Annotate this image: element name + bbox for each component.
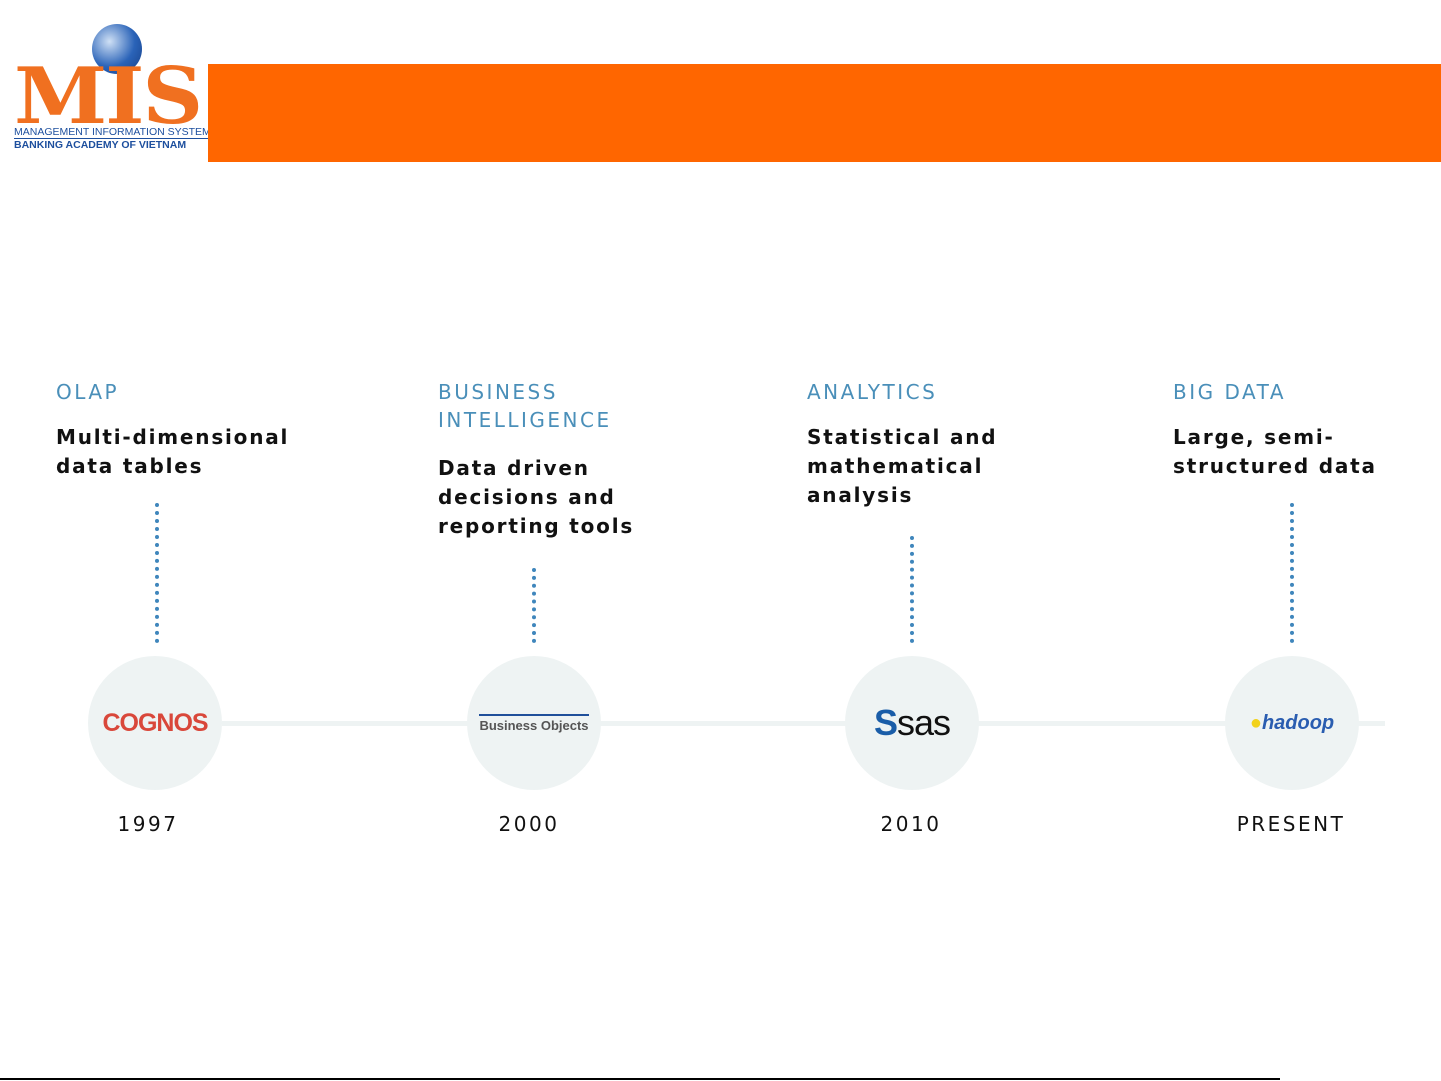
elephant-icon: ● xyxy=(1249,711,1262,734)
heading-bi: BUSINESS INTELLIGENCE xyxy=(438,380,612,432)
heading-big-data: BIG DATA xyxy=(1173,380,1286,404)
connector xyxy=(910,536,914,643)
globe-icon xyxy=(92,24,142,74)
sas-s-icon: S xyxy=(873,702,898,743)
heading-analytics: ANALYTICS xyxy=(807,380,938,404)
year-2000: 2000 xyxy=(498,812,560,836)
bottom-rule xyxy=(0,1078,1280,1080)
logo-mark: MIS xyxy=(14,51,203,142)
description-big-data: Large, semi-structured data xyxy=(1173,425,1377,478)
connector xyxy=(155,503,159,643)
connector xyxy=(1290,503,1294,643)
header-band xyxy=(208,64,1441,162)
business-objects-logo: Business Objects xyxy=(467,656,601,790)
logo-line2: BANKING ACADEMY OF VIETNAM xyxy=(14,139,187,151)
description-olap: Multi-dimensional data tables xyxy=(56,425,290,478)
description-bi: Data driven decisions and reporting tool… xyxy=(438,456,635,538)
heading-olap: OLAP xyxy=(56,380,120,404)
cognos-logo: COGNOS xyxy=(88,656,222,790)
year-1997: 1997 xyxy=(117,812,179,836)
hadoop-logo: ●hadoop xyxy=(1225,656,1359,790)
connector xyxy=(532,568,536,643)
sas-logo: Ssas xyxy=(845,656,979,790)
year-2010: 2010 xyxy=(880,812,942,836)
year-present: PRESENT xyxy=(1236,812,1346,836)
timeline-line xyxy=(222,721,1385,726)
description-analytics: Statistical and mathematical analysis xyxy=(807,425,998,507)
logo-line1: MANAGEMENT INFORMATION SYSTEMS xyxy=(14,126,218,139)
